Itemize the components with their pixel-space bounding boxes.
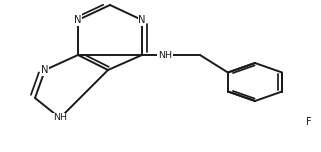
Text: F: F [306,117,312,127]
Text: NH: NH [158,50,172,59]
Text: N: N [74,15,82,25]
Text: N: N [41,65,49,75]
Text: NH: NH [53,114,67,123]
Text: N: N [138,15,146,25]
